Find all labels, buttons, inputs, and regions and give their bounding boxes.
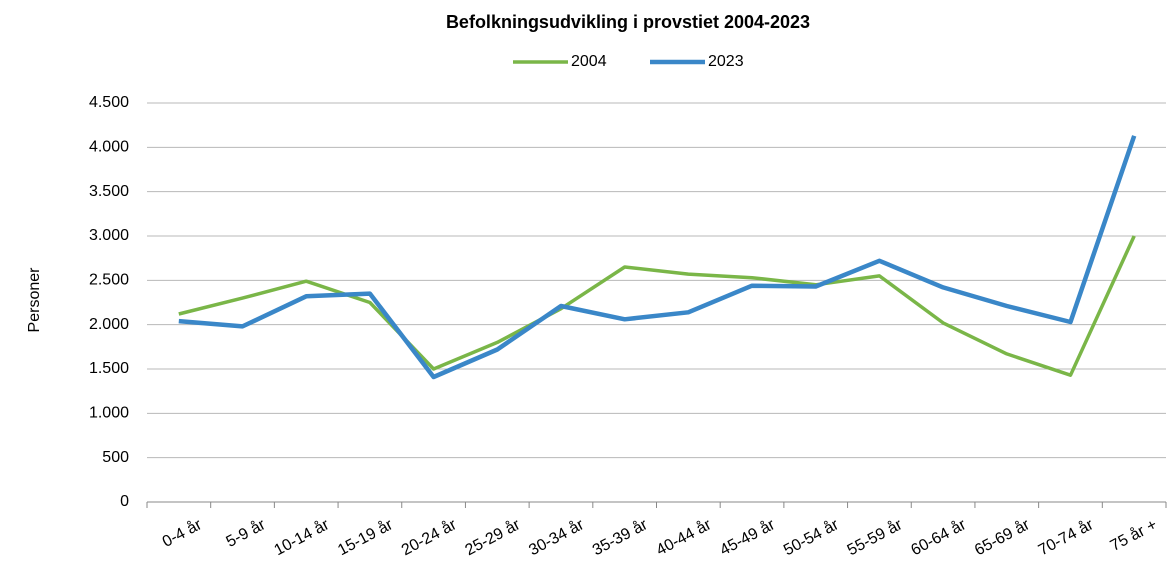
x-tick-label: 10-14 år	[271, 515, 333, 559]
x-tick-label: 70-74 år	[1035, 515, 1097, 559]
x-tick-label: 25-29 år	[462, 515, 524, 559]
y-axis-label: Personer	[26, 267, 43, 333]
x-tick-label: 60-64 år	[908, 515, 970, 559]
y-tick-label: 4.500	[89, 94, 129, 111]
y-tick-label: 1.500	[89, 360, 129, 377]
x-tick-label: 75 år +	[1107, 515, 1160, 555]
x-tick-label: 0-4 år	[159, 515, 205, 551]
x-tick-label: 55-59 år	[844, 515, 906, 559]
x-tick-label: 45-49 år	[717, 515, 779, 559]
y-tick-label: 3.000	[89, 227, 129, 244]
y-tick-label: 2.500	[89, 272, 129, 289]
y-tick-label: 1.000	[89, 405, 129, 422]
x-tick-label: 30-34 år	[526, 515, 588, 559]
y-tick-label: 500	[102, 449, 129, 466]
x-tick-label: 40-44 år	[653, 515, 715, 559]
y-tick-label: 0	[120, 493, 129, 510]
x-tick-label: 5-9 år	[223, 515, 269, 551]
x-tick-label: 15-19 år	[335, 515, 397, 559]
series-line	[178, 135, 1137, 380]
y-tick-label: 3.500	[89, 183, 129, 200]
x-tick-label: 35-39 år	[589, 515, 651, 559]
series-line	[178, 235, 1136, 377]
x-tick-label: 65-69 år	[972, 515, 1034, 559]
x-tick-label: 20-24 år	[398, 515, 460, 559]
legend-label: 2023	[708, 53, 744, 70]
legend-label: 2004	[571, 53, 607, 70]
x-tick-label: 50-54 år	[781, 515, 843, 559]
chart-title: Befolkningsudvikling i provstiet 2004-20…	[446, 12, 810, 32]
y-tick-label: 4.000	[89, 139, 129, 156]
y-tick-label: 2.000	[89, 316, 129, 333]
